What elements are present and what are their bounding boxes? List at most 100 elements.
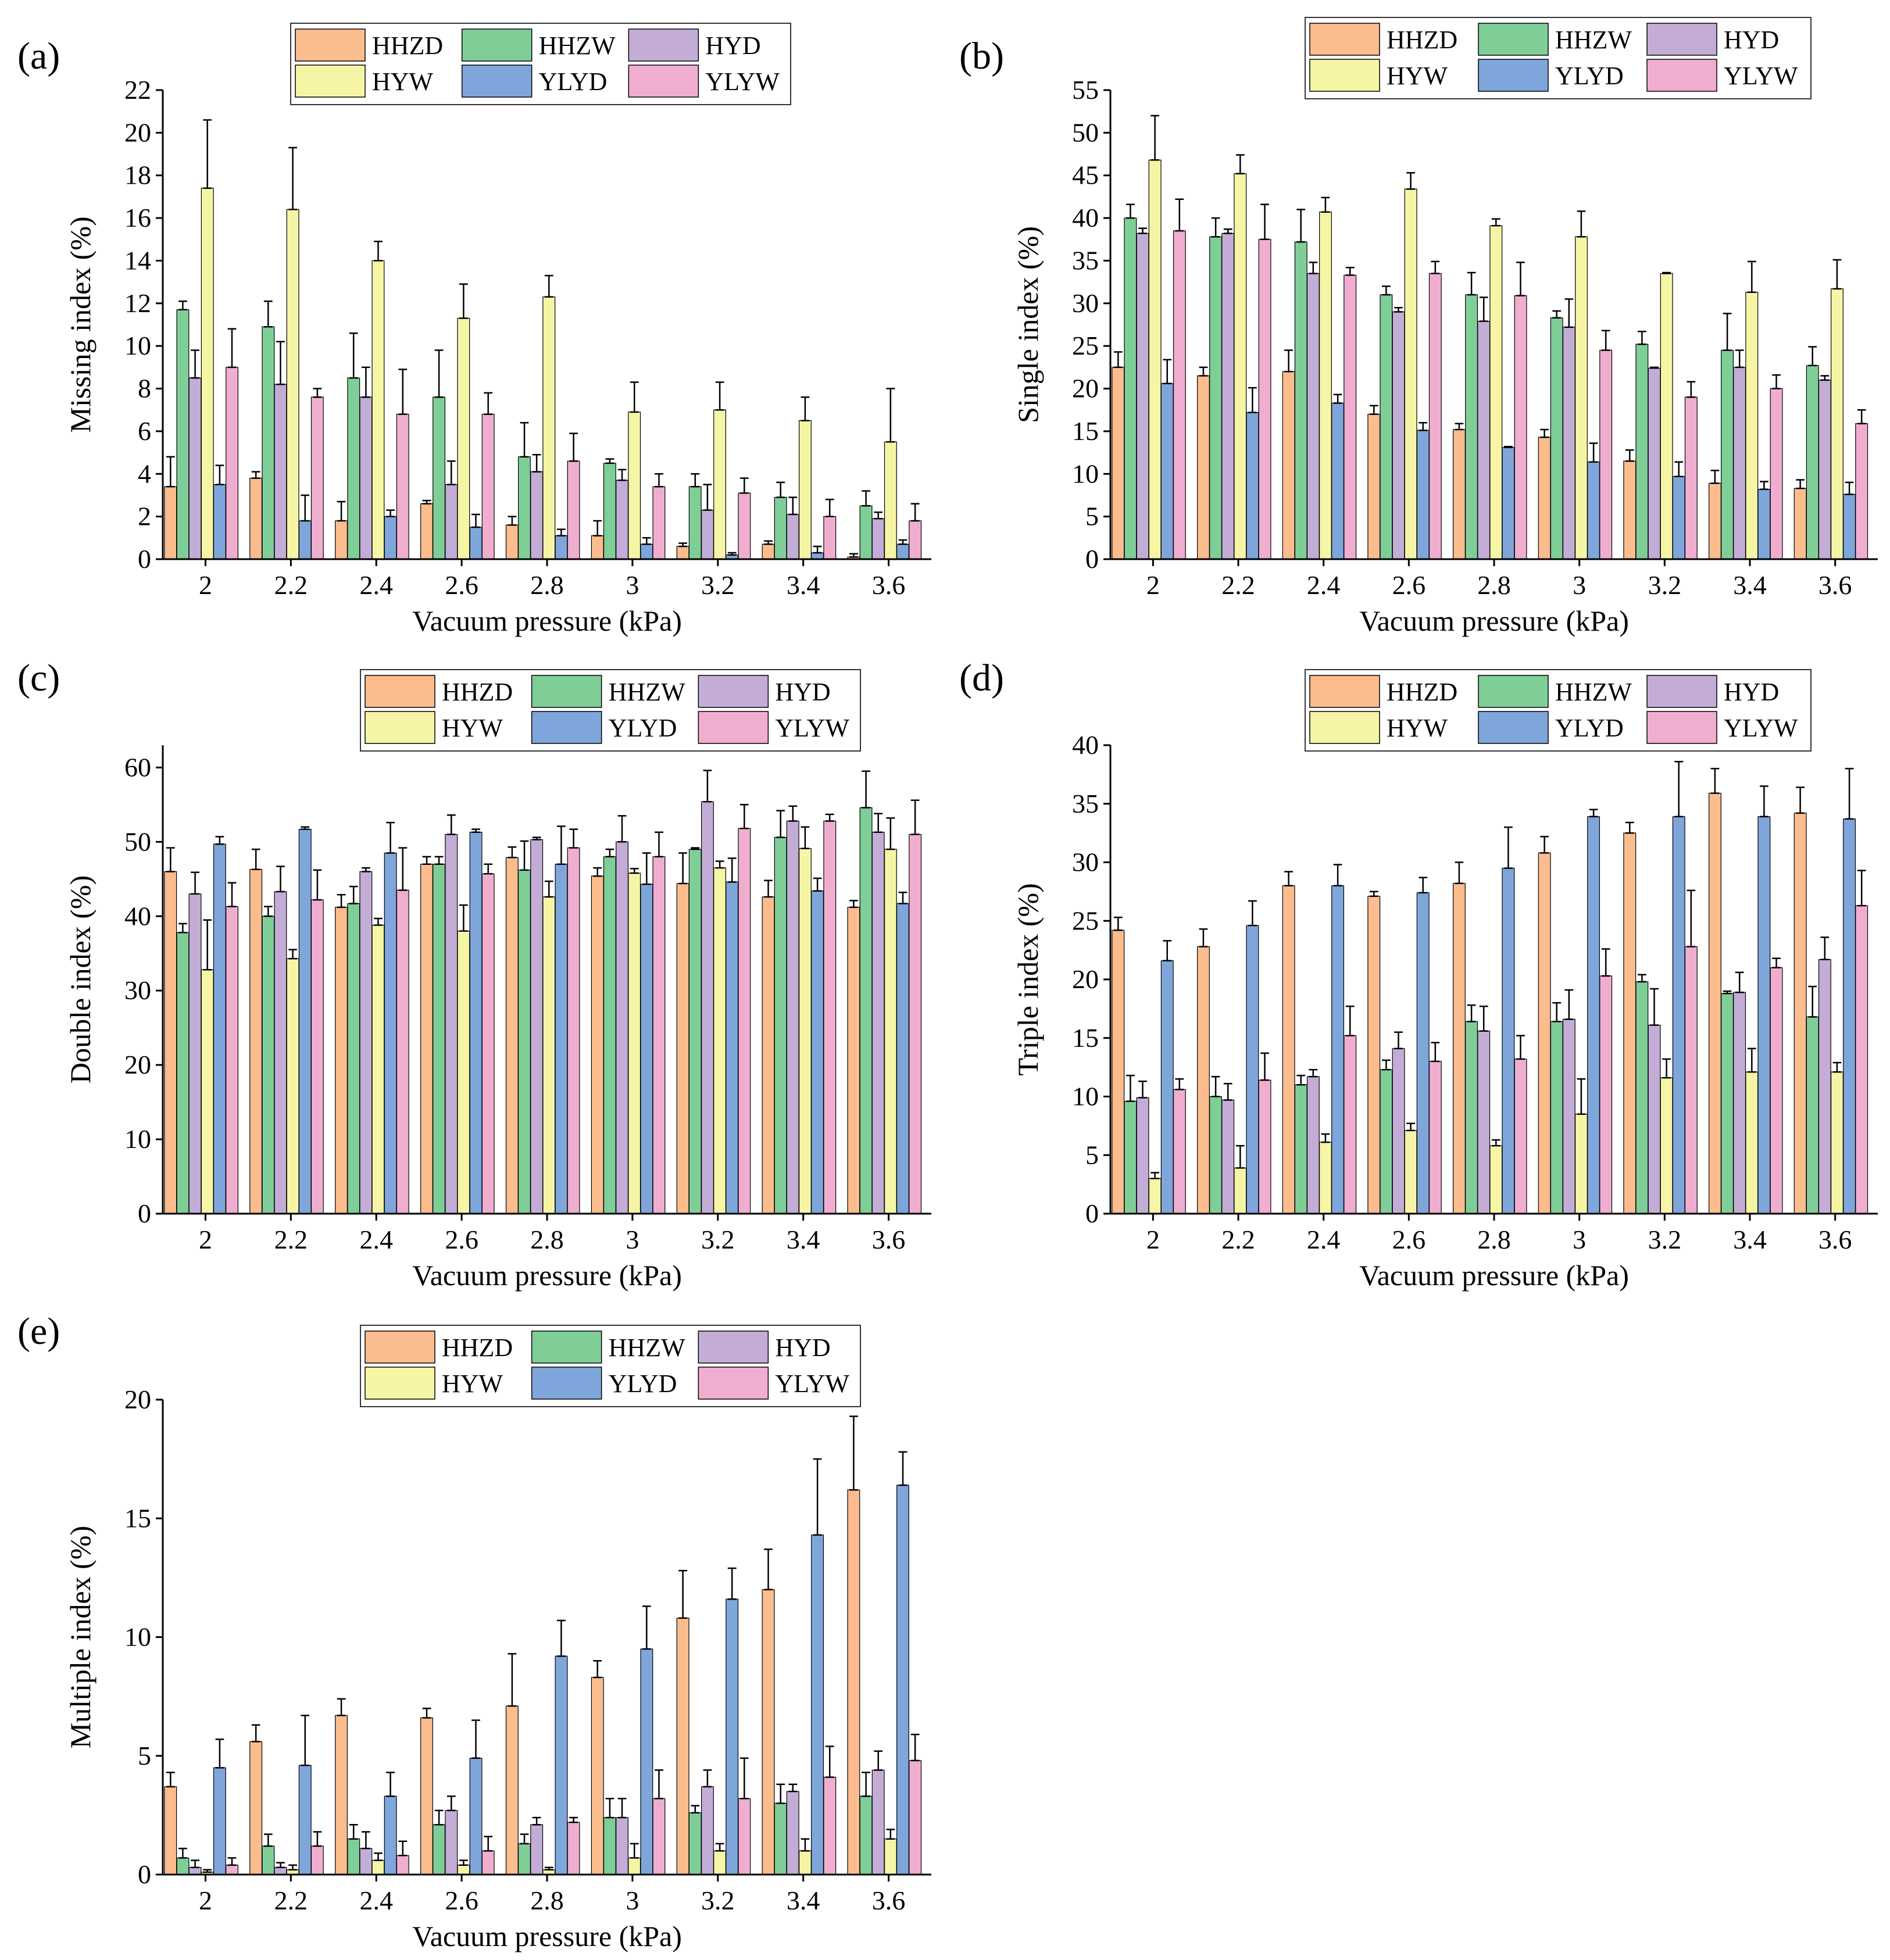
bar-hyd-2.2 xyxy=(1221,1099,1235,1214)
error-bar-hyw-3.2 xyxy=(1662,271,1671,274)
x-tick-label: 2.2 xyxy=(274,1886,308,1915)
error-bar-hyw-2 xyxy=(1151,1172,1159,1179)
bar-hhzw-3.6 xyxy=(1806,365,1819,560)
legend-label-ylyw: YLYW xyxy=(705,67,780,96)
legend-label-hyd: HYD xyxy=(1724,26,1779,54)
error-bar-hyw-2.4 xyxy=(374,1852,383,1861)
error-bar-hyd-2.2 xyxy=(1223,1083,1232,1101)
bar-ylyw-3 xyxy=(652,486,666,560)
error-bar-hyd-2.8 xyxy=(532,1816,541,1826)
bar-ylyd-3.4 xyxy=(1757,816,1771,1214)
y-tick-label: 10 xyxy=(124,331,151,360)
bar-ylyw-3.2 xyxy=(738,492,751,560)
bar-hyd-3.2 xyxy=(701,509,714,560)
y-tick-label: 20 xyxy=(124,1385,151,1414)
error-bar-hyw-2.6 xyxy=(1406,1122,1415,1132)
y-tick-label: 50 xyxy=(1072,117,1099,147)
series-HHZD xyxy=(1112,768,1807,1214)
bar-ylyw-2.2 xyxy=(310,1845,324,1875)
bar-hyd-2.2 xyxy=(1221,233,1235,560)
bar-hhzw-2 xyxy=(1124,217,1137,560)
bar-hyw-2.8 xyxy=(1489,1145,1503,1214)
bar-ylyw-3.4 xyxy=(823,1776,837,1875)
error-bar-hyw-3 xyxy=(1577,210,1586,238)
legend: HHZD HHZW HYD HYW YLYD YLYW xyxy=(290,23,791,105)
x-tick-label: 2.6 xyxy=(445,570,478,600)
x-tick-label: 2 xyxy=(199,1225,212,1254)
error-bar-hyw-2.6 xyxy=(459,904,468,932)
bar-hyd-2.4 xyxy=(1306,1076,1320,1214)
bar-hhzd-2.2 xyxy=(1197,375,1210,560)
bar-ylyw-2.4 xyxy=(396,413,409,560)
error-bar-hyw-2.4 xyxy=(1321,196,1330,213)
bar-hyd-2.4 xyxy=(359,871,373,1214)
bar-hhzd-3.2 xyxy=(1623,460,1637,560)
error-bar-hyd-3.6 xyxy=(874,1750,883,1771)
legend: HHZD HHZW HYD HYW YLYD YLYW xyxy=(360,1325,861,1407)
error-bar-hhzd-2.6 xyxy=(1369,890,1378,897)
x-tick-label: 3.2 xyxy=(701,570,735,600)
legend: HHZD HHZW HYD HYW YLYD YLYW xyxy=(1305,669,1812,752)
y-tick-label: 5 xyxy=(1085,502,1099,531)
error-bar-hyd-3 xyxy=(1564,298,1574,328)
x-tick-label: 3.4 xyxy=(1733,1225,1767,1254)
legend-label-ylyd: YLYD xyxy=(1555,62,1624,90)
bar-ylyw-3 xyxy=(1599,349,1613,560)
error-bar-hhzd-3 xyxy=(1540,835,1549,854)
error-bar-hyw-2 xyxy=(1151,115,1159,161)
error-bar-hhzd-2.4 xyxy=(1284,349,1293,373)
y-tick-label: 0 xyxy=(138,1859,151,1889)
error-bar-hhzd-2.6 xyxy=(422,856,431,865)
error-bar-hyw-2.4 xyxy=(1321,1133,1330,1143)
bar-hhzd-2 xyxy=(164,871,177,1214)
error-bar-hyd-3.6 xyxy=(1820,375,1830,381)
error-bar-hhzd-3.6 xyxy=(849,553,858,558)
bar-hyw-3.4 xyxy=(1745,1071,1759,1214)
bar-hhzd-2.4 xyxy=(335,907,348,1214)
error-bar-ylyw-2 xyxy=(227,882,237,907)
legend-swatch-hhzw xyxy=(1478,23,1549,56)
bar-hyd-3.6 xyxy=(871,1769,885,1875)
error-bar-hhzw-3.2 xyxy=(1638,974,1646,983)
error-bar-hhzd-3.2 xyxy=(678,1569,687,1619)
error-bar-hyw-2.8 xyxy=(1491,1139,1500,1147)
x-tick-label: 3 xyxy=(626,1886,639,1915)
y-tick-label: 18 xyxy=(124,160,151,190)
error-bar-ylyw-3 xyxy=(655,1769,663,1800)
series-YLYW xyxy=(226,799,922,1214)
error-bar-ylyd-3.4 xyxy=(813,545,822,554)
series-HYD xyxy=(1136,227,1831,560)
error-bar-ylyw-2.4 xyxy=(398,1840,408,1857)
bar-hhzd-2.8 xyxy=(505,1705,519,1875)
error-bar-hhzw-3 xyxy=(1552,310,1562,319)
legend-box xyxy=(360,669,861,752)
error-bar-hhzd-2.6 xyxy=(422,1707,431,1719)
bar-hhzd-2 xyxy=(1112,367,1125,560)
bar-ylyw-2.8 xyxy=(1514,295,1527,560)
error-bar-hyd-2 xyxy=(1138,227,1147,234)
error-bar-hhzw-3.6 xyxy=(1808,346,1817,367)
bar-hyw-3.4 xyxy=(798,420,812,560)
error-bar-ylyd-2.4 xyxy=(1333,394,1342,404)
x-axis-title: Vacuum pressure (kPa) xyxy=(412,605,682,637)
bar-hhzw-3.4 xyxy=(774,496,787,560)
y-tick-label: 14 xyxy=(124,245,151,275)
error-bar-ylyw-2.6 xyxy=(1431,1042,1440,1063)
bar-ylyd-2.4 xyxy=(1331,402,1344,560)
y-tick-label: 40 xyxy=(124,901,151,931)
bar-ylyd-3 xyxy=(640,1648,653,1875)
bar-hhzd-2 xyxy=(164,486,177,560)
error-bar-hhzw-3.4 xyxy=(1723,313,1732,351)
error-bar-hhzd-2.2 xyxy=(1199,366,1208,377)
bar-hhzd-2.6 xyxy=(420,503,433,560)
error-bar-ylyd-3.2 xyxy=(1674,760,1684,818)
legend-label-hhzw: HHZW xyxy=(1555,678,1632,706)
error-bar-hyd-2.2 xyxy=(1223,228,1232,234)
legend-label-ylyd: YLYD xyxy=(539,67,608,96)
error-bar-hhzd-3.6 xyxy=(1796,786,1805,814)
y-tick-label: 5 xyxy=(138,1741,151,1771)
bar-ylyd-2 xyxy=(1160,383,1174,560)
error-bar-hyw-2.6 xyxy=(1406,172,1415,190)
bar-ylyd-2.8 xyxy=(555,1655,568,1875)
x-tick-label: 3.6 xyxy=(872,570,906,600)
